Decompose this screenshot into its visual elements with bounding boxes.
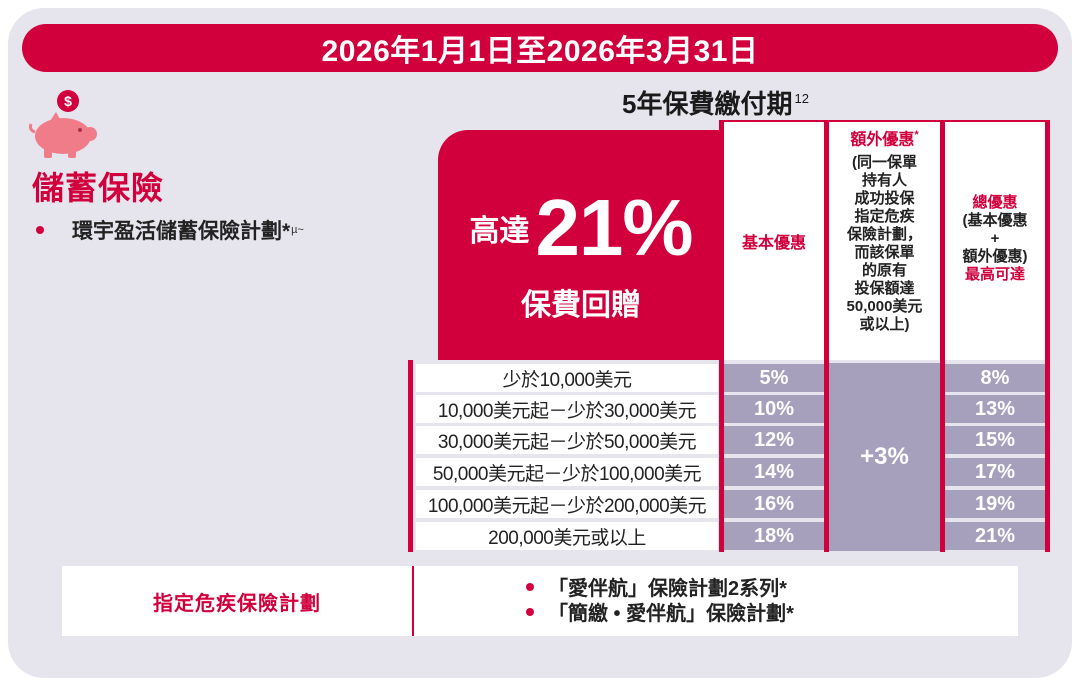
- total-rate-cell: 15%: [945, 426, 1045, 454]
- total-line: 總優惠: [972, 194, 1018, 211]
- hero-percentage: 21%: [535, 183, 693, 272]
- total-rate-cell: 17%: [945, 458, 1045, 486]
- extra-desc-line: 成功投保: [854, 190, 915, 208]
- basic-rate-cell: 5%: [724, 364, 824, 392]
- hero-subtitle: 保費回贈: [521, 289, 641, 322]
- extra-desc-line: 投保額達: [854, 280, 915, 298]
- footer-box: 指定危疾保險計劃 「愛伴航」保險計劃2系列* 「簡繳 • 愛伴航」保險計劃*: [62, 566, 1018, 636]
- extra-desc-line: (同一保單: [852, 154, 917, 172]
- total-line: (基本優惠: [962, 212, 1028, 229]
- footer-label: 指定危疾保險計劃: [153, 592, 321, 615]
- plan-list-item: 環宇盈活儲蓄保險計劃* µ~: [36, 215, 304, 245]
- column-separator: [719, 120, 724, 552]
- hero-prefix: 高達: [469, 215, 530, 248]
- plan-marks: µ~: [291, 224, 304, 236]
- bullet-icon: [526, 582, 534, 591]
- header-extra-desc: (同一保單 持有人 成功投保 指定危疾 保險計劃， 而該保單 的原有 投保額達 …: [829, 154, 940, 334]
- basic-rate-cell: 14%: [724, 458, 824, 486]
- svg-text:$: $: [64, 93, 72, 109]
- extra-rate-cell: +3%: [829, 363, 940, 551]
- footer-plan-list: 「愛伴航」保險計劃2系列* 「簡繳 • 愛伴航」保險計劃*: [526, 574, 794, 625]
- header-extra-mark: *: [914, 129, 919, 141]
- basic-rate-cell: 12%: [724, 426, 824, 454]
- total-line: 額外優惠): [962, 248, 1028, 265]
- period-title-text: 5年保費繳付期: [622, 89, 793, 119]
- bullet-icon: [36, 226, 44, 234]
- extra-desc-line: 指定危疾: [854, 208, 915, 226]
- hero-block: 高達 21% 保費回贈: [438, 130, 724, 360]
- table-row-tier: 10,000美元起－少於30,000美元: [416, 395, 718, 423]
- table-row-tier: 少於10,000美元: [416, 364, 718, 392]
- table-row-tier: 50,000美元起－少於100,000美元: [416, 458, 718, 486]
- extra-desc-line: 持有人: [861, 172, 907, 190]
- extra-desc-line: 或以上): [859, 316, 910, 334]
- header-basic-label: 基本優惠: [741, 235, 806, 252]
- column-separator: [1045, 120, 1050, 552]
- total-rate-cell: 19%: [945, 490, 1045, 518]
- total-rate-cell: 13%: [945, 395, 1045, 423]
- footer-plan-name: 「簡繳 • 愛伴航」保險計劃*: [548, 603, 794, 625]
- table-row-tier: 200,000美元或以上: [416, 522, 718, 550]
- header-basic: 基本優惠: [724, 120, 824, 360]
- basic-rate-cell: 10%: [724, 395, 824, 423]
- footer-divider: [412, 566, 414, 636]
- table-row-tier: 100,000美元起－少於200,000美元: [416, 490, 718, 518]
- piggy-bank-dollar-icon: $: [29, 90, 97, 158]
- category-title: 儲蓄保險: [32, 170, 165, 206]
- extra-desc-line: 而該保單: [854, 244, 915, 262]
- period-note: 12: [794, 91, 809, 107]
- extra-desc-line: 50,000美元: [846, 298, 923, 316]
- column-separator: [824, 120, 829, 552]
- header-extra-title: 額外優惠: [850, 131, 915, 149]
- plan-name: 環宇盈活儲蓄保險計劃*: [72, 220, 291, 243]
- basic-rate-cell: 18%: [724, 522, 824, 550]
- header-extra: 額外優惠* (同一保單 持有人 成功投保 指定危疾 保險計劃， 而該保單 的原有…: [829, 120, 940, 360]
- date-range-text: 2026年1月1日至2026年3月31日: [321, 35, 759, 68]
- extra-desc-line: 的原有: [861, 262, 907, 280]
- basic-rate-cell: 16%: [724, 490, 824, 518]
- table-left-border: [408, 360, 413, 552]
- date-banner: 2026年1月1日至2026年3月31日: [22, 24, 1058, 72]
- header-total: 總優惠 (基本優惠 + 額外優惠) 最高可達: [945, 120, 1045, 360]
- period-title: 5年保費繳付期 12: [622, 84, 809, 121]
- bullet-icon: [526, 607, 534, 616]
- footer-plan-item: 「簡繳 • 愛伴航」保險計劃*: [526, 599, 794, 625]
- total-rate-cell: 21%: [945, 522, 1045, 550]
- extra-desc-line: 保險計劃，: [846, 226, 922, 244]
- total-line: +: [990, 230, 1000, 247]
- total-max-label: 最高可達: [964, 266, 1025, 283]
- table-row-tier: 30,000美元起－少於50,000美元: [416, 426, 718, 454]
- footer-plan-item: 「愛伴航」保險計劃2系列*: [526, 574, 794, 600]
- total-rate-cell: 8%: [945, 364, 1045, 392]
- footer-plan-name: 「愛伴航」保險計劃2系列*: [548, 578, 787, 600]
- column-separator: [940, 120, 945, 552]
